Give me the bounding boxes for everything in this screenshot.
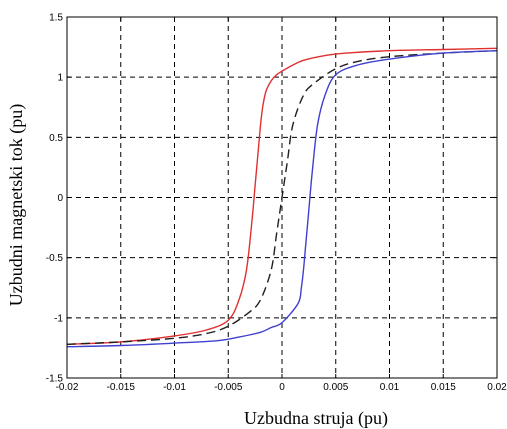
y-axis-label: Uzbudni magnetski tok (pu): [6, 104, 27, 306]
x-tick-label: 0: [279, 382, 285, 393]
series-line: [66, 49, 498, 348]
x-tick-label: 0.02: [487, 382, 507, 393]
y-tick-label: -1: [54, 313, 63, 324]
y-tick-label: -1.5: [46, 374, 64, 385]
tick-labels: -0.02 -0.015 -0.01 -0.005 0 0.005 0.01 0.015 0.0…: [46, 13, 507, 394]
x-tick-label: -0.015: [107, 382, 136, 393]
series-line: [66, 49, 498, 346]
x-tick-label: -0.01: [163, 382, 186, 393]
series-group: [66, 47, 498, 348]
x-tick-label: 0.015: [431, 382, 456, 393]
y-tick-label: -0.5: [46, 253, 64, 264]
x-tick-label: 0.01: [380, 382, 400, 393]
y-tick-label: 0.5: [49, 133, 63, 144]
x-axis-label: Uzbudna struja (pu): [244, 408, 388, 429]
y-tick-label: 1.5: [49, 13, 63, 24]
x-tick-label: 0.005: [323, 382, 348, 393]
y-tick-label: 0: [57, 193, 63, 204]
x-tick-label: -0.02: [56, 382, 79, 393]
y-tick-label: 1: [57, 73, 63, 84]
plot-frame: [66, 16, 498, 379]
series-line: [66, 47, 498, 346]
x-tick-label: -0.005: [214, 382, 243, 393]
